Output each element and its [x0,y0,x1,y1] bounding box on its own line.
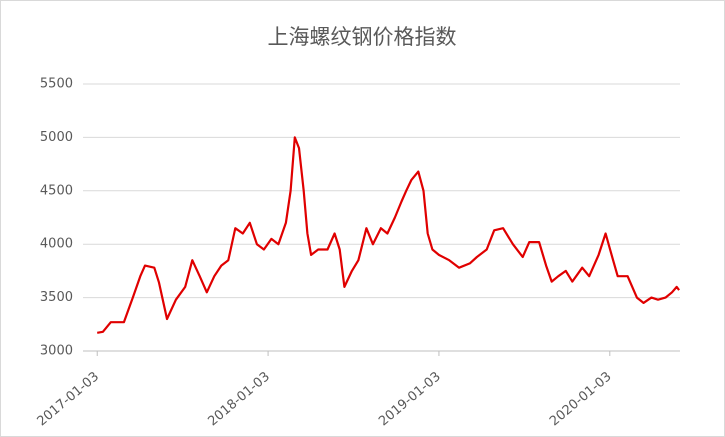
y-tick-label: 5000 [40,130,73,145]
y-tick-label: 3500 [40,290,73,305]
y-tick-label: 5500 [40,77,73,92]
y-tick-label: 3000 [40,344,73,359]
y-tick-label: 4500 [40,183,73,198]
y-tick-label: 4000 [40,237,73,252]
chart-title: 上海螺纹钢价格指数 [268,25,457,49]
series-line [97,136,680,334]
